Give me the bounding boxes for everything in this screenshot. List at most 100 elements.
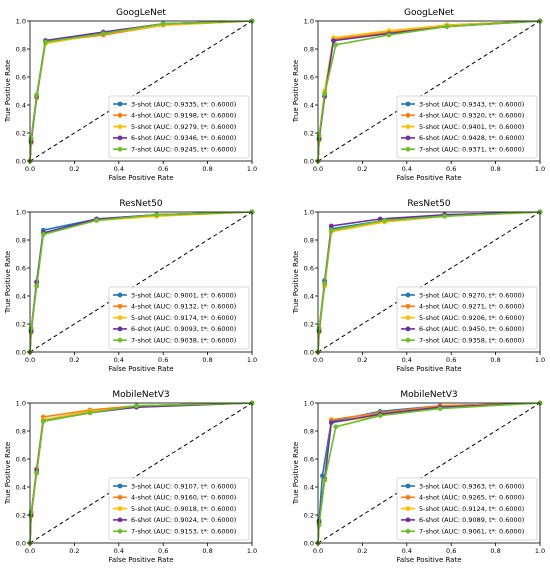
legend-swatch-marker [405, 101, 411, 107]
data-point [437, 406, 443, 411]
legend-box [396, 477, 538, 541]
y-tick-label: 1.0 [304, 208, 314, 216]
legend-entry-label: 3-shot (AUC: 0.9107, t*: 0.6000) [131, 482, 236, 490]
chance-diagonal-line [317, 20, 541, 162]
legend-entry-label: 3-shot (AUC: 0.9001, t*: 0.6000) [131, 291, 236, 299]
legend-entry-label: 4-shot (AUC: 0.9265, t*: 0.6000) [419, 494, 524, 502]
chance-diagonal-line [29, 402, 253, 544]
data-point [444, 24, 450, 29]
legend-entry-label: 6-shot (AUC: 0.9089, t*: 0.6000) [419, 516, 524, 524]
y-tick-label: 1.0 [16, 399, 26, 407]
y-axis-label: True Positive Rate [292, 442, 300, 505]
x-tick-label: 0.6 [446, 547, 456, 555]
roc-panel-6: MobileNetV3 0.0 0.2 0.4 0.6 0.8 1.0 0.0 0.2 0.4 0.… [292, 390, 545, 564]
legend-entry-label: 5-shot (AUC: 0.9401, t*: 0.6000) [419, 123, 524, 131]
legend-swatch-marker [405, 112, 411, 118]
x-tick-label: 1.0 [535, 356, 545, 364]
legend-swatch-marker [117, 315, 123, 320]
legend-swatch-marker [117, 483, 123, 489]
data-point [316, 522, 322, 528]
data-point [28, 509, 34, 515]
data-point [322, 91, 328, 97]
data-point [333, 42, 339, 48]
roc-panel-3: ResNet50 0.0 0.2 0.4 0.6 0.8 1.0 0.0 0.2 0.4 0.6 0.… [4, 199, 257, 373]
x-tick-label: 0.4 [402, 165, 412, 173]
data-point [328, 227, 334, 233]
data-point [442, 213, 447, 219]
y-tick-label: 0.8 [16, 236, 26, 244]
legend-entry-label: 3-shot (AUC: 0.9335, t*: 0.6000) [131, 100, 236, 108]
legend-swatch-marker [117, 292, 123, 298]
x-tick-label: 0.0 [25, 547, 35, 555]
y-tick-label: 0.0 [16, 348, 26, 356]
data-point [160, 21, 166, 27]
x-tick-label: 0.8 [490, 165, 500, 173]
x-tick-label: 0.2 [69, 356, 79, 364]
y-tick-label: 0.0 [304, 539, 314, 547]
legend-swatch-marker [117, 146, 123, 152]
plot-frame [29, 20, 253, 162]
y-tick-label: 0.2 [16, 511, 26, 519]
x-tick-label: 0.8 [490, 356, 500, 364]
y-axis-label: True Positive Rate [4, 60, 12, 123]
roc-panel-5: MobileNetV3 0.0 0.2 0.4 0.6 0.8 1.0 0.0 0.2 0.4 0.… [4, 390, 257, 564]
legend-entry-label: 4-shot (AUC: 0.9271, t*: 0.6000) [419, 303, 524, 311]
legend-entry-label: 7-shot (AUC: 0.9061, t*: 0.6000) [419, 528, 524, 536]
panel-title: GoogLeNet [404, 8, 454, 18]
chance-diagonal-line [29, 211, 253, 353]
y-axis-label: True Positive Rate [4, 442, 12, 505]
x-tick-label: 0.0 [313, 165, 323, 173]
legend-swatch-marker [117, 101, 123, 107]
y-tick-label: 0.6 [16, 455, 26, 463]
legend-swatch-marker [117, 135, 123, 141]
x-axis-label: False Positive Rate [108, 556, 173, 564]
data-point [134, 403, 139, 409]
plot-frame [29, 402, 253, 544]
x-tick-label: 0.6 [446, 356, 456, 364]
legend-entry-label: 4-shot (AUC: 0.9320, t*: 0.6000) [419, 112, 524, 120]
legend-entry-label: 7-shot (AUC: 0.9371, t*: 0.6000) [419, 146, 524, 154]
legend-swatch-marker [405, 483, 411, 489]
legend-swatch-marker [117, 337, 123, 343]
data-point [40, 418, 46, 424]
x-tick-label: 0.8 [202, 547, 212, 555]
panel-title: ResNet50 [407, 199, 451, 209]
legend-swatch-marker [117, 528, 123, 534]
legend-swatch-marker [405, 124, 411, 129]
legend-swatch-marker [405, 303, 411, 309]
legend-entry-label: 4-shot (AUC: 0.9160, t*: 0.6000) [131, 494, 236, 502]
y-tick-label: 1.0 [304, 17, 314, 25]
x-tick-label: 0.6 [158, 165, 168, 173]
x-tick-label: 0.4 [402, 356, 412, 364]
legend-swatch-marker [117, 112, 123, 118]
legend-box [108, 286, 250, 350]
legend-swatch-marker [117, 124, 123, 129]
x-tick-label: 0.4 [114, 547, 124, 555]
data-point [382, 218, 387, 223]
x-tick-label: 0.6 [158, 547, 168, 555]
x-tick-label: 0.0 [313, 547, 323, 555]
y-tick-label: 0.4 [304, 101, 314, 109]
y-tick-label: 0.6 [304, 455, 314, 463]
legend-swatch-marker [405, 146, 411, 152]
x-tick-label: 0.4 [402, 547, 412, 555]
legend-box [396, 95, 538, 159]
x-tick-label: 0.2 [357, 356, 367, 364]
y-tick-label: 0.4 [16, 292, 26, 300]
data-point [328, 420, 334, 425]
chance-diagonal-line [29, 20, 253, 162]
data-point [34, 470, 40, 476]
y-tick-label: 0.4 [304, 292, 314, 300]
legend-box [108, 95, 250, 159]
legend-swatch-marker [405, 326, 411, 332]
legend-swatch-marker [405, 135, 411, 141]
y-tick-label: 1.0 [16, 17, 26, 25]
y-tick-label: 0.8 [304, 45, 314, 53]
legend-swatch-marker [405, 292, 411, 298]
x-axis-label: False Positive Rate [108, 365, 173, 373]
plot-frame [317, 20, 541, 162]
legend-box [396, 286, 538, 350]
legend-entry-label: 7-shot (AUC: 0.9358, t*: 0.6000) [419, 337, 524, 345]
x-tick-label: 0.0 [313, 356, 323, 364]
y-axis-label: True Positive Rate [4, 251, 12, 314]
